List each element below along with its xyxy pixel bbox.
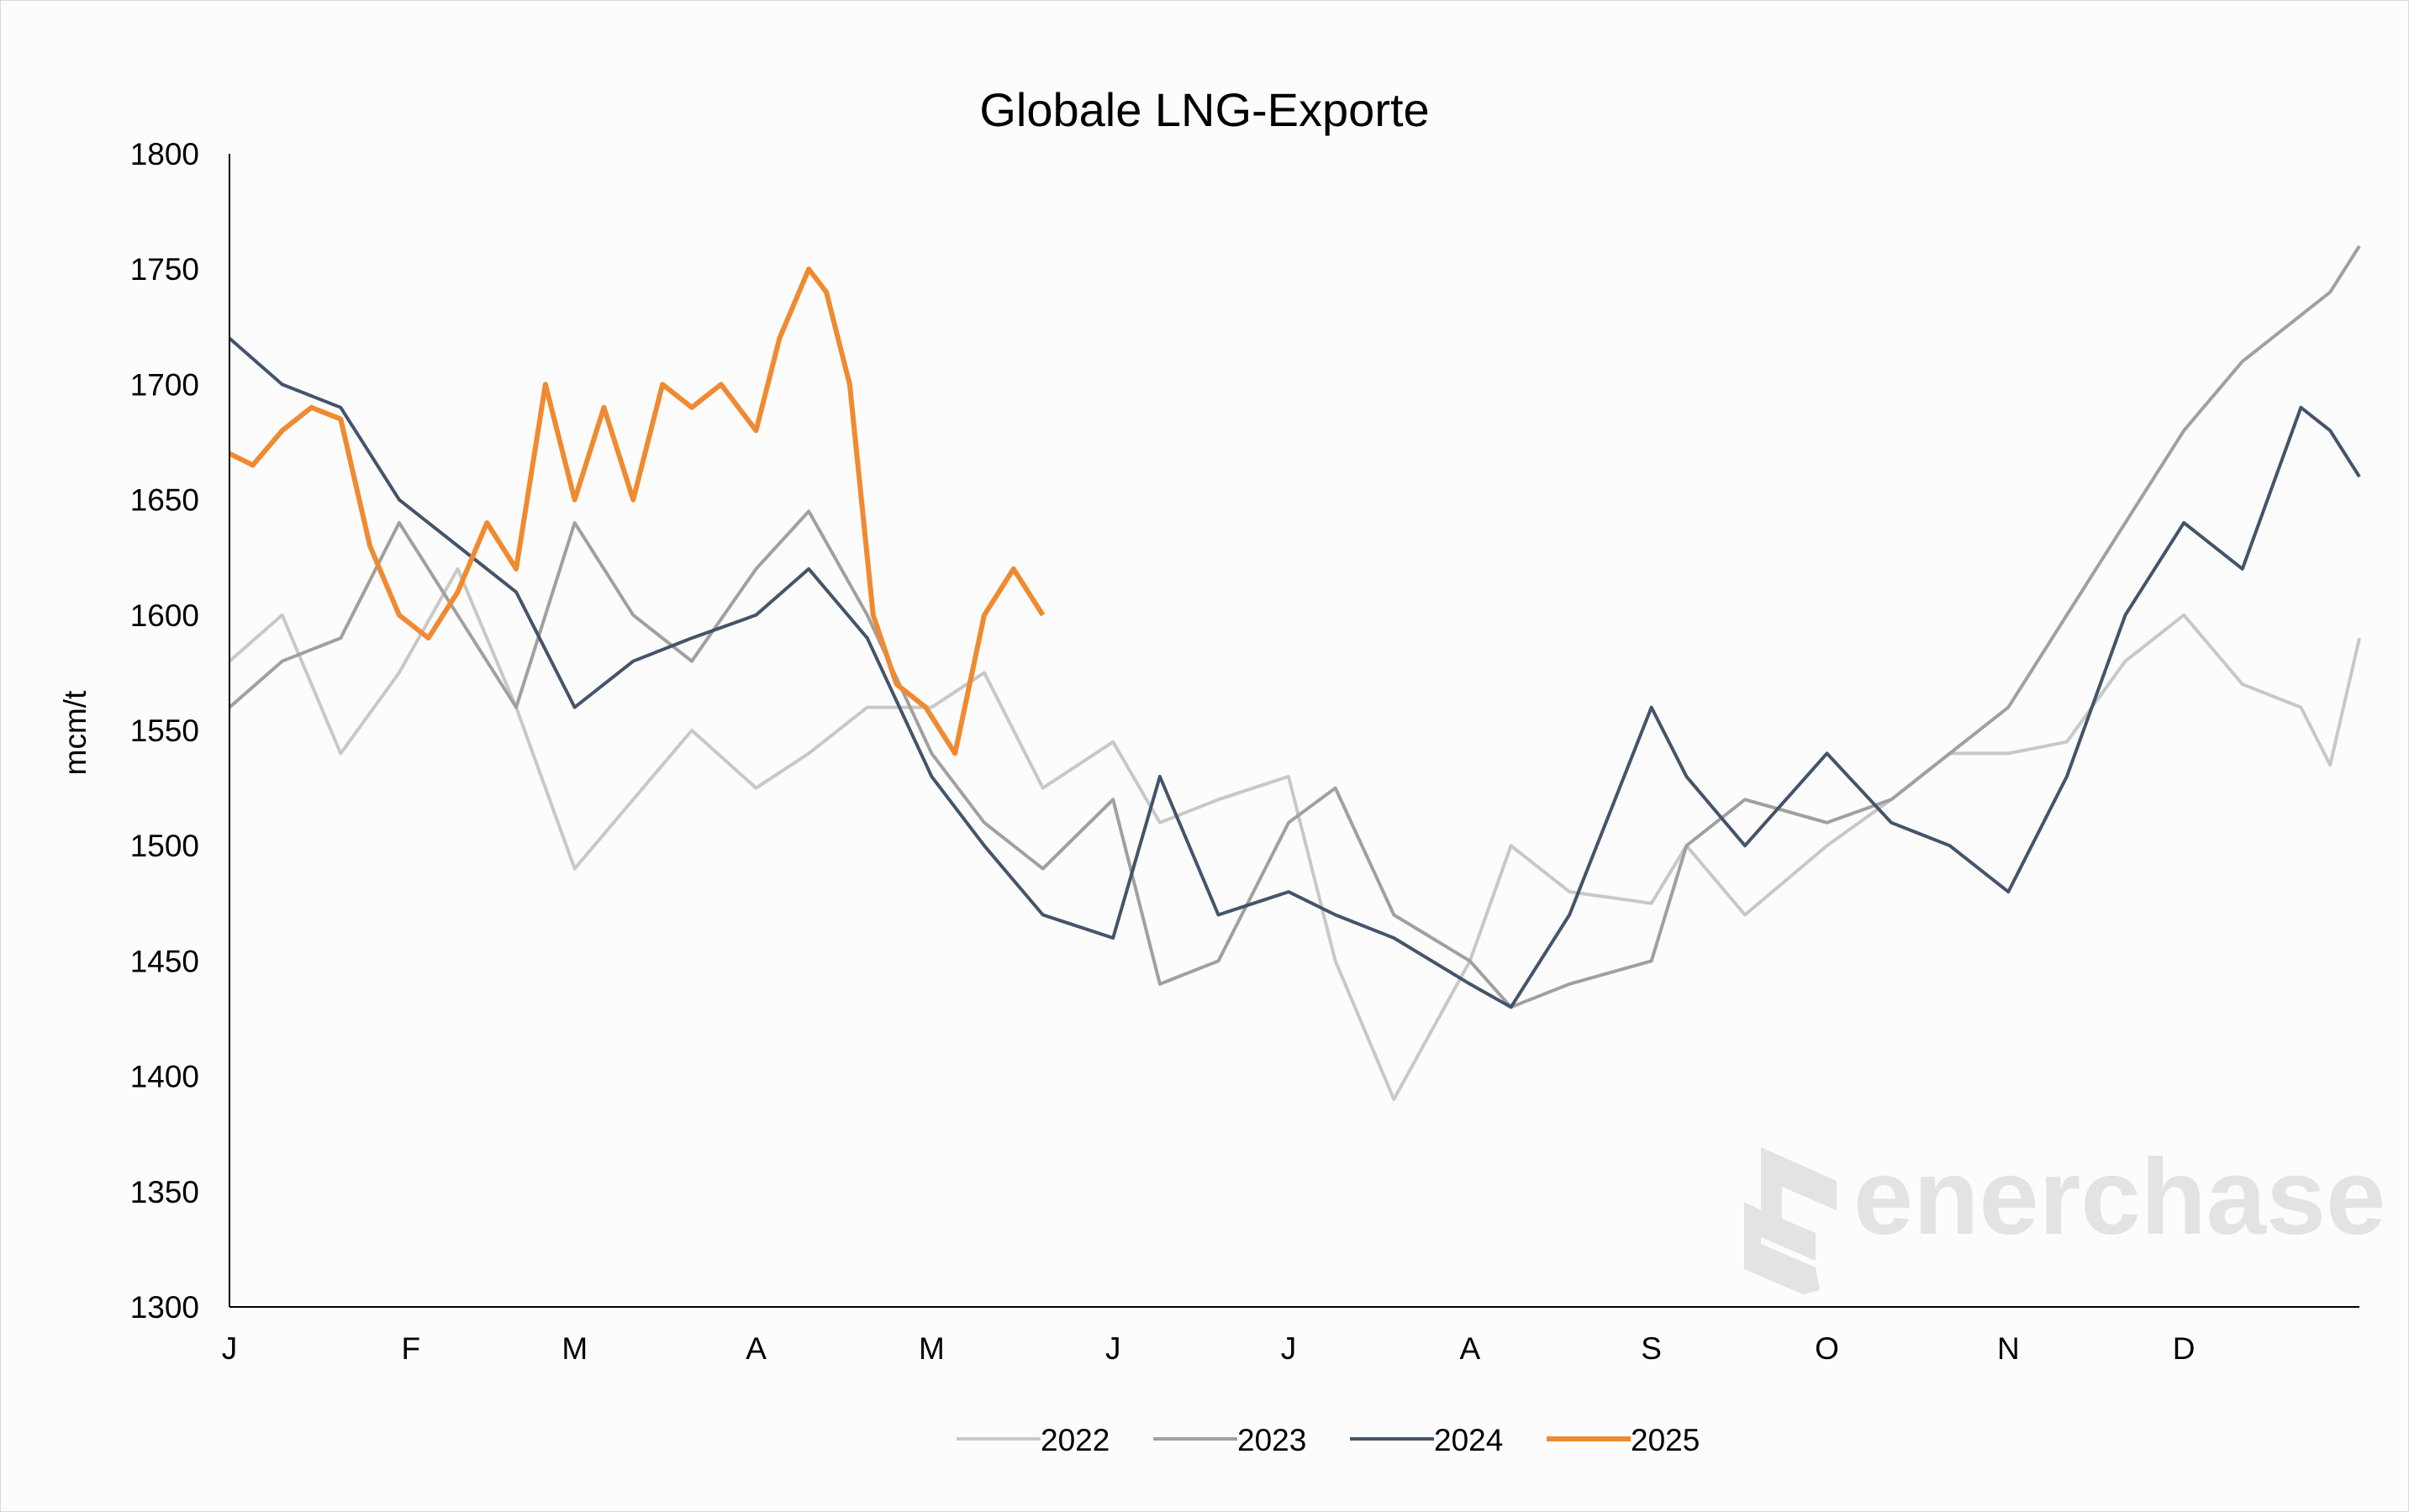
y-tick-label: 1550 xyxy=(130,714,199,748)
y-axis-ticks: 1300 1350 1400 1450 1500 1550 1600 1650 1700 1750… xyxy=(130,137,199,1325)
watermark-text: enerchase xyxy=(1853,1137,2385,1257)
watermark-icon xyxy=(1761,1147,1837,1261)
y-axis-title: mcm/t xyxy=(58,690,92,775)
x-tick-label: J xyxy=(222,1331,238,1366)
watermark-icon xyxy=(1744,1202,1820,1294)
legend-item-2022: 2022 xyxy=(957,1423,1110,1457)
legend-item-2024: 2024 xyxy=(1350,1423,1503,1457)
y-tick-label: 1650 xyxy=(130,483,199,518)
x-tick-label: M xyxy=(919,1331,945,1366)
series-line-2024 xyxy=(228,336,2361,1009)
legend-label: 2025 xyxy=(1631,1423,1700,1457)
series-line-2022 xyxy=(228,566,2361,1101)
series-line-2025 xyxy=(228,266,1046,756)
legend: 2022 2023 2024 2025 xyxy=(957,1423,1700,1457)
y-tick-label: 1800 xyxy=(130,137,199,171)
legend-label: 2022 xyxy=(1041,1423,1110,1457)
x-tick-label: J xyxy=(1105,1331,1121,1366)
legend-label: 2024 xyxy=(1434,1423,1503,1457)
y-tick-label: 1400 xyxy=(130,1060,199,1094)
y-tick-label: 1600 xyxy=(130,598,199,633)
series-line-2023 xyxy=(228,245,2361,1009)
y-tick-label: 1700 xyxy=(130,367,199,402)
chart-title: Globale LNG-Exporte xyxy=(979,83,1429,136)
legend-item-2023: 2023 xyxy=(1153,1423,1306,1457)
x-tick-label: J xyxy=(1281,1331,1297,1366)
y-tick-label: 1750 xyxy=(130,252,199,287)
y-tick-label: 1350 xyxy=(130,1175,199,1209)
legend-label: 2023 xyxy=(1237,1423,1306,1457)
x-tick-label: F xyxy=(402,1331,421,1366)
y-tick-label: 1500 xyxy=(130,829,199,863)
x-tick-label: S xyxy=(1641,1331,1662,1366)
y-tick-label: 1450 xyxy=(130,944,199,978)
watermark-logo: enerchase xyxy=(1744,1137,2385,1294)
x-tick-label: D xyxy=(2173,1331,2196,1366)
x-tick-label: O xyxy=(1815,1331,1839,1366)
x-tick-label: A xyxy=(1460,1331,1481,1366)
legend-item-2025: 2025 xyxy=(1547,1423,1700,1457)
y-tick-label: 1300 xyxy=(130,1290,199,1325)
x-tick-label: A xyxy=(746,1331,767,1366)
series-group xyxy=(228,245,2361,1101)
x-tick-label: N xyxy=(1997,1331,2020,1366)
x-tick-label: M xyxy=(561,1331,588,1366)
